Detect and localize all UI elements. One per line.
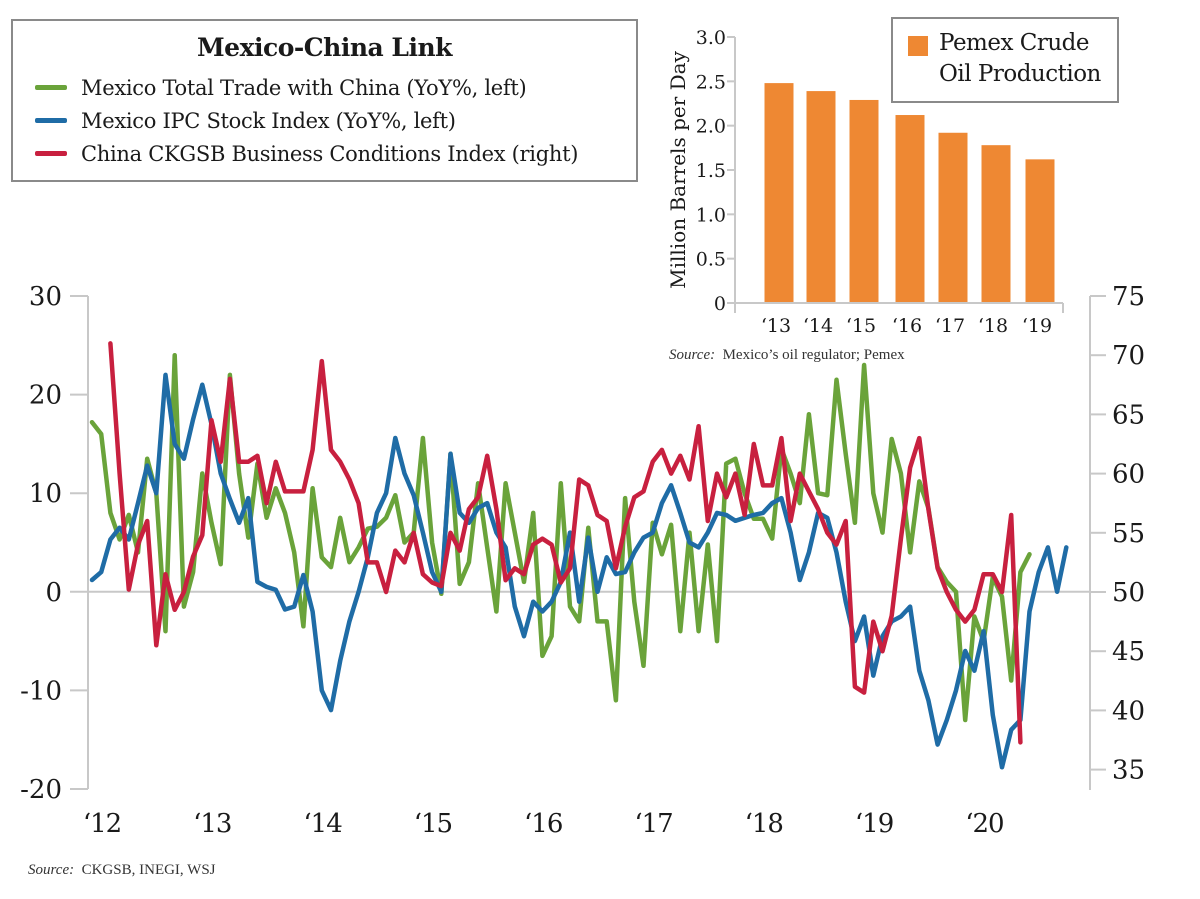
inset-y-tick-label: 0.5 [696,249,726,271]
inset-y-tick-label: 0 [714,293,726,315]
inset-legend-swatch [908,36,928,56]
inset-bar-chart: 3.0 2.5 2.0 1.5 1.0 0.5 0 ‘13 ‘14 ‘15 ‘16 ‘17 ‘18 ‘19… [666,27,1064,337]
main-chart-lines [89,341,1069,770]
inset-source-prefix: Source: [669,347,716,363]
x-axis-tick-label: ‘14 [303,809,342,839]
inset-y-tick-label: 2.0 [696,116,726,138]
legend-label: China CKGSB Business Conditions Index (r… [81,142,579,166]
x-axis-tick-label: ‘16 [524,809,562,839]
inset-legend: Pemex Crude Oil Production [891,17,1119,103]
left-axis-tick-label: 0 [45,578,62,608]
right-axis-tick-label: 45 [1112,637,1145,667]
bar-18 [981,145,1011,303]
series-line-ipc [89,372,1069,770]
x-axis-tick-label: ‘15 [414,809,452,839]
x-axis-tick-label: ‘19 [855,809,893,839]
inset-y-tick-label: 2.5 [696,71,726,93]
main-source-text: CKGSB, INEGI, WSJ [81,862,216,878]
main-source-prefix: Source: [28,862,75,878]
inset-source-text: Mexico’s oil regulator; Pemex [722,347,905,363]
inset-y-tick-label: 3.0 [696,27,726,49]
right-axis-tick-label: 75 [1112,282,1145,312]
series-line-trade [89,352,1032,723]
inset-y-axis-label: Million Barrels per Day [666,50,690,288]
right-axis-tick-label: 40 [1112,696,1145,726]
main-source: Source: CKGSB, INEGI, WSJ [28,862,216,879]
inset-x-tick-label: ‘19 [1022,315,1052,337]
legend-label: Mexico Total Trade with China (YoY%, lef… [81,76,527,100]
inset-y-tick-label: 1.0 [696,204,726,226]
inset-x-tick-label: ‘13 [761,315,791,337]
right-axis-tick-label: 65 [1112,400,1145,430]
right-axis-tick-label: 60 [1112,460,1145,490]
bar-19 [1025,159,1055,303]
right-axis-tick-label: 35 [1112,756,1145,786]
left-axis-tick-label: -20 [20,775,62,805]
left-axis-tick-label: 30 [29,282,62,312]
bar-13 [764,83,794,304]
left-axis-tick-label: -10 [20,676,62,706]
right-axis-tick-label: 70 [1112,341,1145,371]
legend-swatch-blue [35,118,67,123]
x-axis-tick-label: ‘13 [193,809,231,839]
inset-x-tick-label: ‘14 [803,315,833,337]
inset-y-tick-label: 1.5 [696,160,726,182]
inset-legend-label: Pemex Crude Oil Production [939,28,1101,90]
right-axis-tick-label: 55 [1112,519,1145,549]
inset-legend-line2: Oil Production [939,61,1101,87]
legend-swatch-red [35,151,67,156]
bar-15 [849,99,879,303]
legend-item-trade: Mexico Total Trade with China (YoY%, lef… [35,76,527,100]
x-axis-tick-label: ‘18 [745,809,783,839]
inset-x-tick-label: ‘16 [892,315,922,337]
right-axis-tick-label: 50 [1112,578,1145,608]
x-axis-tick-label: ‘12 [83,809,121,839]
main-chart-axes: 30 20 10 0 -10 -20 75 70 65 60 55 50 45 40 35 ‘12 ‘13 ‘14… [20,282,1145,839]
main-legend: Mexico-China Link Mexico Total Trade wit… [11,19,638,182]
legend-item-ipc: Mexico IPC Stock Index (YoY%, left) [35,109,456,133]
inset-legend-line1: Pemex Crude [939,30,1089,56]
x-axis-tick-label: ‘20 [965,809,1003,839]
series-line-ckgsb [108,341,1023,745]
legend-item-ckgsb: China CKGSB Business Conditions Index (r… [35,142,578,166]
inset-source: Source: Mexico’s oil regulator; Pemex [669,347,905,364]
left-axis-tick-label: 10 [29,479,62,509]
bar-17 [938,132,968,303]
inset-x-tick-label: ‘15 [846,315,876,337]
inset-x-tick-label: ‘18 [978,315,1008,337]
bar-14 [806,91,836,303]
left-axis-tick-label: 20 [29,381,62,411]
x-axis-tick-label: ‘17 [634,809,672,839]
legend-swatch-green [35,85,67,90]
bar-16 [895,115,925,303]
legend-label: Mexico IPC Stock Index (YoY%, left) [81,109,456,133]
chart-title: Mexico-China Link [197,33,452,62]
inset-x-tick-label: ‘17 [935,315,965,337]
